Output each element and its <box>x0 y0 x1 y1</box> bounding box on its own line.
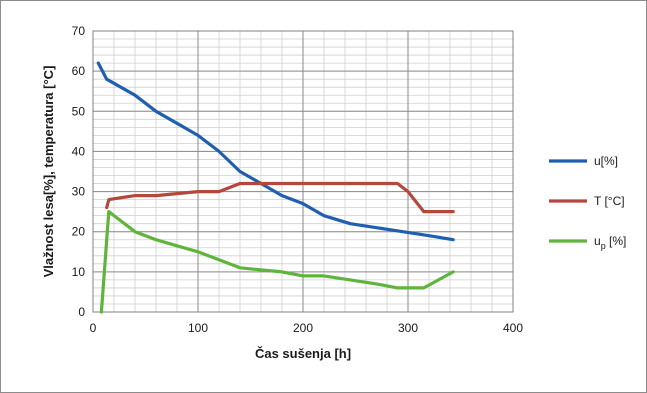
legend-label-1: u[%] <box>594 154 618 168</box>
y-tick-labels: 0 10 20 30 40 50 60 70 <box>72 24 86 319</box>
y-tick-label: 70 <box>72 24 86 38</box>
y-tick-label: 40 <box>72 144 86 158</box>
plot-area <box>92 30 514 313</box>
x-tick-label: 0 <box>90 321 97 335</box>
series-line-3 <box>99 210 455 314</box>
legend-label-2: T [°C] <box>594 194 625 208</box>
legend: u[%] T [°C] up [%] <box>549 154 626 251</box>
x-tick-label: 200 <box>293 321 313 335</box>
y-axis-title: Vlažnost lesa[%], temperatura [°C] <box>41 66 56 278</box>
y-tick-label: 60 <box>72 64 86 78</box>
x-axis-title: Čas sušenja [h] <box>255 346 351 361</box>
series-line-2 <box>105 181 455 214</box>
y-tick-label: 30 <box>72 185 86 199</box>
y-tick-label: 50 <box>72 104 86 118</box>
y-tick-label: 10 <box>72 265 86 279</box>
series-lines <box>96 61 455 314</box>
x-tick-label: 100 <box>188 321 208 335</box>
y-tick-label: 0 <box>78 305 85 319</box>
x-tick-label: 300 <box>398 321 418 335</box>
x-tick-label: 400 <box>503 321 523 335</box>
y-tick-label: 20 <box>72 225 86 239</box>
x-tick-labels: 0 100 200 300 400 <box>90 321 524 335</box>
legend-label-3: up [%] <box>594 234 626 251</box>
